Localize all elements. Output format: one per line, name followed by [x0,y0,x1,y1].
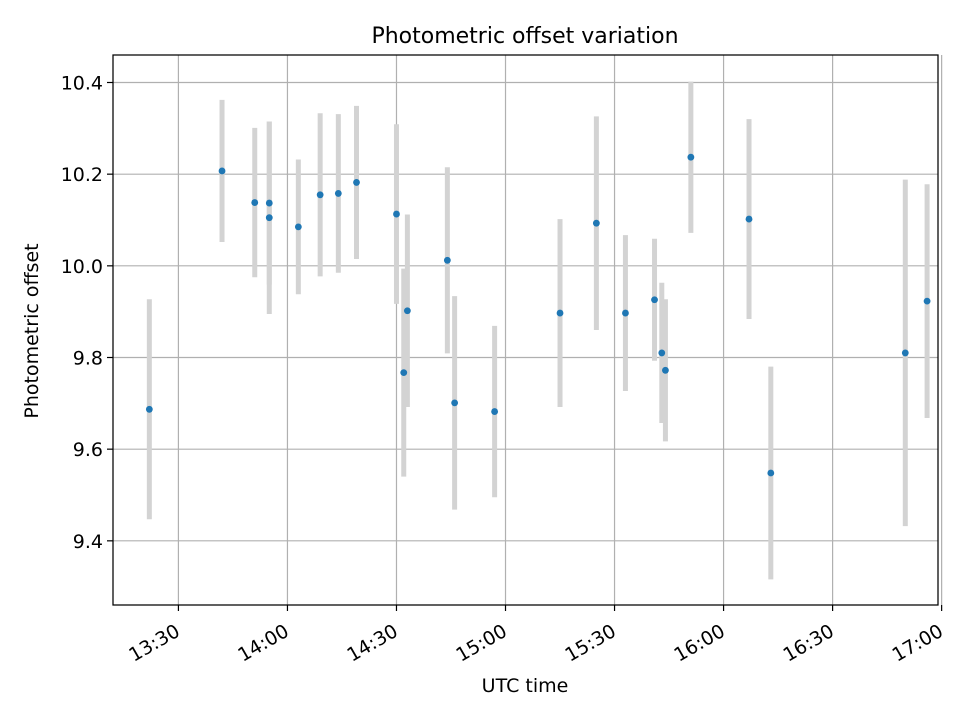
data-point [592,219,600,227]
axes-frame [112,54,939,606]
data-points [145,153,931,477]
x-tick-label: 15:00 [452,620,510,666]
data-point [901,349,909,357]
y-axis-label: Photometric offset [21,243,43,418]
data-point [218,167,226,175]
data-point [491,408,499,415]
data-point [443,256,451,264]
y-tick-label: 9.6 [73,439,103,461]
data-point [923,297,931,305]
x-axis-label: UTC time [482,675,569,697]
y-tick-label: 10.4 [61,73,103,95]
x-tick-label: 15:30 [561,620,619,666]
data-point [662,366,669,374]
x-tick-label: 16:30 [779,620,837,666]
data-point [316,191,324,199]
y-axis-ticks: 9.4 9.6 9.8 10.0 10.2 10.4 [61,73,113,553]
y-tick-label: 9.4 [73,531,103,553]
data-point [651,296,658,304]
data-point [251,199,259,206]
y-tick-label: 9.8 [73,348,103,370]
data-point [451,399,459,407]
grid [113,55,943,605]
data-point [403,307,411,315]
x-tick-label: 13:30 [125,620,183,666]
data-point [658,349,666,357]
data-point [767,469,775,477]
data-point [353,179,360,186]
x-axis-ticks: 13:30 14:00 14:30 15:00 15:30 16:00 16:30 17:00 [125,605,947,666]
data-point [400,369,408,377]
data-point [145,405,153,413]
data-point [294,223,302,231]
error-bars [146,81,930,580]
x-tick-label: 14:30 [343,620,401,666]
chart-title: Photometric offset variation [371,24,678,49]
data-point [265,214,273,222]
data-point [393,210,400,218]
data-point [556,309,564,317]
data-point [334,190,342,197]
x-tick-label: 16:00 [670,620,728,666]
data-point [265,199,273,207]
data-point [745,215,753,223]
data-point [622,309,629,317]
x-tick-label: 14:00 [234,620,292,666]
y-tick-label: 10.2 [61,164,103,186]
x-tick-label: 17:00 [889,620,947,666]
data-point [687,153,695,161]
y-tick-label: 10.0 [61,256,103,278]
